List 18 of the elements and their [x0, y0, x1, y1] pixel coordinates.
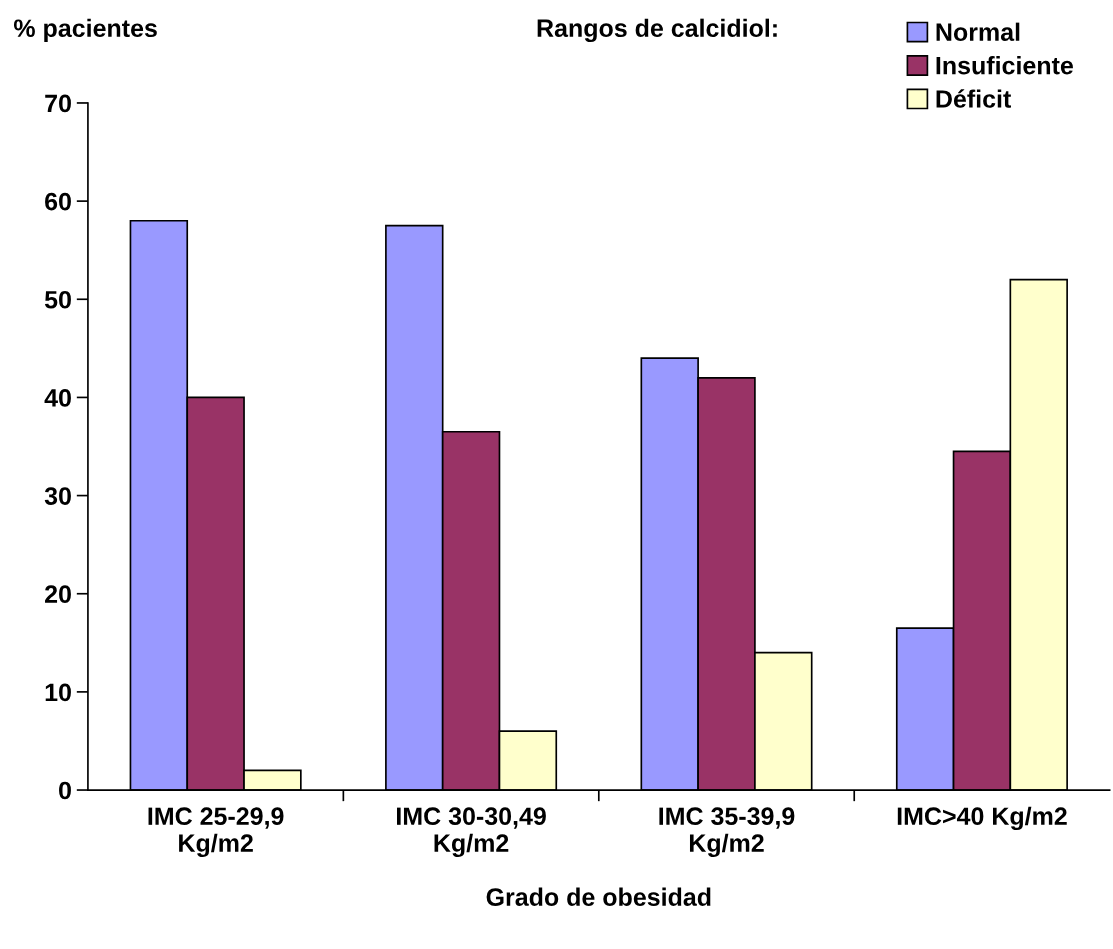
legend-label: Normal — [936, 22, 1020, 41]
y-tick-label: 0 — [59, 781, 71, 800]
y-axis-title: % pacientes — [13, 18, 157, 43]
y-tick-label: 10 — [45, 683, 71, 702]
y-tick-label: 30 — [44, 487, 71, 505]
y-tick-label: 40 — [44, 389, 71, 407]
x-axis-title: Grado de obesidad — [486, 887, 711, 906]
x-tick-label: IMC 35-39,9 Kg/m2 — [659, 807, 795, 858]
legend-label: Insuficiente — [936, 56, 1073, 75]
y-tick-label: 50 — [44, 290, 71, 309]
legend-title: Rangos de calcidiol: — [537, 18, 777, 43]
x-tick-label: IMC 25-29,9 Kg/m2 — [148, 807, 284, 858]
legend-label: Déficit — [936, 89, 1011, 108]
y-tick-label: 20 — [45, 585, 71, 604]
x-tick-label: IMC>40 Kg/m2 — [897, 806, 1067, 831]
x-tick-label: IMC 30-30,49 Kg/m2 — [397, 807, 546, 858]
y-tick-label: 60 — [45, 192, 71, 211]
y-tick-label: 70 — [45, 94, 71, 113]
